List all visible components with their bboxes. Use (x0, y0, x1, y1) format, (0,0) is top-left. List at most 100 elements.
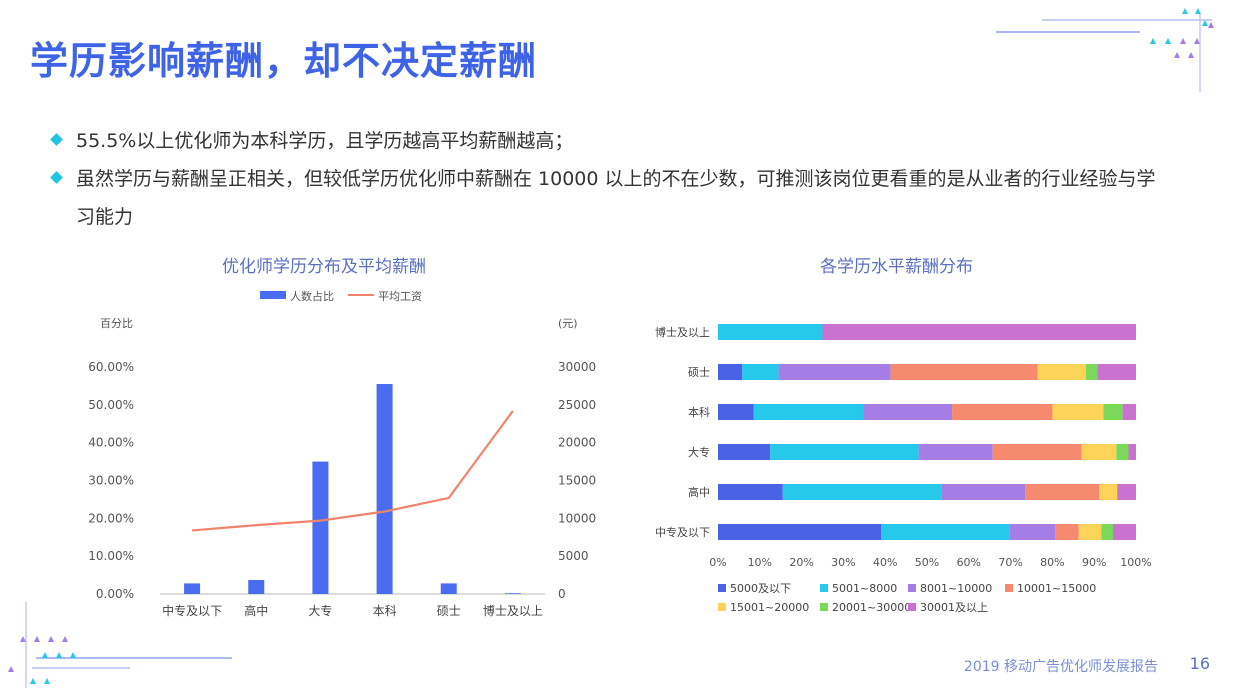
x-tick-label: 30% (831, 556, 855, 569)
x-category-label: 硕士 (437, 604, 461, 618)
legend-swatch (908, 603, 916, 611)
stacked-bar-segment (753, 404, 864, 420)
line-avg-salary (191, 410, 514, 532)
stacked-bar-segment (1101, 524, 1114, 540)
bar-percent (312, 461, 329, 594)
x-category-label: 博士及以上 (483, 603, 543, 618)
stacked-bar-segment (1113, 524, 1136, 540)
y-right-tick-label: 15000 (558, 474, 596, 488)
y-category-label: 硕士 (688, 366, 710, 379)
y-category-label: 本科 (688, 405, 710, 419)
bar-percent (440, 583, 457, 594)
legend-label: 8001~10000 (920, 582, 992, 595)
bar-percent (376, 384, 393, 594)
y-right-tick-label: 10000 (558, 511, 596, 525)
x-tick-label: 10% (748, 556, 772, 569)
stacked-bar-segment (918, 444, 993, 460)
x-tick-label: 80% (1040, 556, 1064, 569)
bar-percent (248, 580, 265, 594)
stacked-bar-segment (742, 364, 779, 380)
legend-swatch (718, 584, 726, 592)
legend-label: 30001及以上 (920, 601, 988, 614)
y-right-tick-label: 20000 (558, 436, 596, 450)
stacked-bar-segment (1078, 524, 1102, 540)
y-right-tick-label: 5000 (558, 549, 589, 563)
diamond-bullet-icon (50, 171, 63, 184)
x-tick-label: 70% (998, 556, 1022, 569)
legend-swatch (820, 603, 828, 611)
legend-swatch (718, 603, 726, 611)
legend-label: 20001~30000 (832, 601, 911, 614)
x-tick-label: 90% (1082, 556, 1106, 569)
y-right-tick-label: 30000 (558, 360, 596, 374)
y-category-label: 博士及以上 (655, 326, 710, 339)
top-right-decoration (996, 8, 1214, 92)
stacked-bar-segment (1116, 444, 1129, 460)
y-left-tick-label: 40.00% (88, 436, 134, 450)
footer-report-title: 2019 移动广告优化师发展报告 (963, 659, 1158, 675)
bullet-text: 55.5%以上优化师为本科学历，且学历越高平均薪酬越高； (76, 130, 574, 152)
y-right-tick-label: 0 (558, 587, 566, 601)
right-axis-title: (元) (558, 317, 578, 330)
left-axis-title: 百分比 (100, 317, 133, 330)
stacked-bar-segment (1097, 364, 1136, 380)
y-category-label: 大专 (688, 445, 710, 459)
legend-label: 10001~15000 (1017, 582, 1096, 595)
stacked-bar-segment (1081, 444, 1117, 460)
stacked-bar-segment (890, 364, 1038, 380)
x-tick-label: 20% (789, 556, 813, 569)
bullet-text: 虽然学历与薪酬呈正相关，但较低学历优化师中薪酬在 10000 以上的不在少数，可… (76, 168, 1156, 228)
stacked-bar-segment (1055, 524, 1079, 540)
bullet-item: 虽然学历与薪酬呈正相关，但较低学历优化师中薪酬在 10000 以上的不在少数，可… (50, 160, 1172, 236)
stacked-bar-segment (992, 444, 1082, 460)
stacked-bar-segment (718, 484, 783, 500)
x-category-label: 大专 (308, 603, 332, 618)
stacked-bar-segment (718, 404, 754, 420)
x-category-label: 中专及以下 (162, 603, 222, 618)
legend-label: 5000及以下 (730, 582, 791, 595)
stacked-bar-segment (718, 324, 823, 340)
right-chart-title: 各学历水平薪酬分布 (820, 257, 973, 277)
bar-percent (504, 593, 521, 594)
x-category-label: 本科 (373, 604, 397, 618)
legend-swatch (908, 584, 916, 592)
stacked-bar-segment (718, 364, 743, 380)
stacked-bar-segment (718, 444, 771, 460)
y-left-tick-label: 0.00% (96, 587, 134, 601)
bullet-list: 55.5%以上优化师为本科学历，且学历越高平均薪酬越高； 虽然学历与薪酬呈正相关… (50, 122, 1172, 236)
stacked-bar-segment (863, 404, 953, 420)
x-tick-label: 50% (915, 556, 939, 569)
stacked-bar-segment (1103, 404, 1123, 420)
stacked-bar-segment (1099, 484, 1118, 500)
stacked-bar-segment (952, 404, 1053, 420)
y-left-tick-label: 20.00% (88, 511, 134, 525)
legend-swatch (1005, 584, 1013, 592)
stacked-bar-segment (718, 524, 882, 540)
stacked-bar-segment (1052, 404, 1104, 420)
diamond-bullet-icon (50, 133, 63, 146)
y-left-tick-label: 60.00% (88, 360, 134, 374)
stacked-bar-segment (1122, 404, 1136, 420)
y-left-tick-label: 10.00% (88, 549, 134, 563)
x-tick-label: 60% (957, 556, 981, 569)
stacked-bar-segment (1128, 444, 1136, 460)
x-tick-label: 40% (873, 556, 897, 569)
x-tick-label: 0% (709, 556, 726, 569)
stacked-bar-segment (778, 364, 891, 380)
legend-label: 15001~20000 (730, 601, 809, 614)
legend-bar-swatch (260, 291, 286, 299)
y-right-tick-label: 25000 (558, 398, 596, 412)
bottom-left-decoration (8, 602, 232, 688)
legend-swatch (820, 584, 828, 592)
stacked-bar-segment (1037, 364, 1086, 380)
x-category-label: 高中 (244, 603, 268, 618)
legend-label: 平均工资 (378, 290, 422, 303)
bar-percent (184, 583, 201, 594)
x-tick-label: 100% (1120, 556, 1151, 569)
y-category-label: 中专及以下 (655, 525, 710, 539)
left-chart-title: 优化师学历分布及平均薪酬 (222, 257, 426, 277)
stacked-bar-segment (822, 324, 1136, 340)
stacked-bar-segment (1009, 524, 1056, 540)
